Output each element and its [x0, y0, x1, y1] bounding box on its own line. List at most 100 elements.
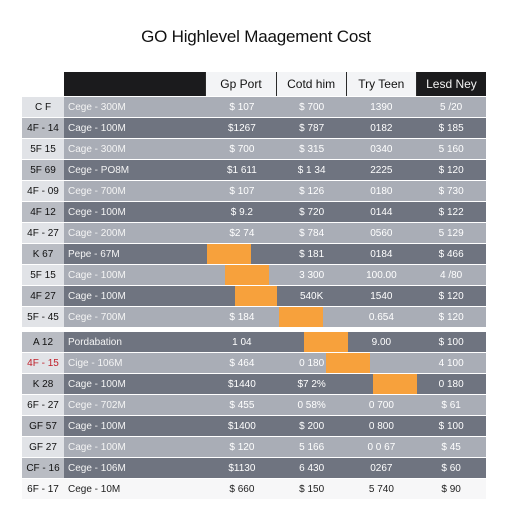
- table-cell[interactable]: $1130: [207, 458, 277, 478]
- row-values: $ 120 5 166 0 0 67 $ 45: [207, 437, 486, 457]
- table-cell[interactable]: $ 61: [416, 395, 486, 415]
- table-cell[interactable]: 540K: [276, 286, 347, 306]
- table-cell[interactable]: $ 700: [207, 139, 277, 159]
- table-cell[interactable]: 0340: [346, 139, 417, 159]
- table-cell[interactable]: 0 700: [346, 395, 417, 415]
- table-cell[interactable]: $ 122: [416, 202, 486, 222]
- table-cell[interactable]: 1390: [346, 97, 417, 117]
- column-header[interactable]: Cotd him: [275, 72, 346, 96]
- table-cell[interactable]: $ 100: [416, 416, 486, 436]
- table-cell[interactable]: 0182: [346, 118, 417, 138]
- table-cell[interactable]: $ 466: [416, 244, 486, 264]
- row-name: Cege - 300M: [64, 97, 207, 117]
- row-id: 4F 12: [22, 202, 64, 222]
- table-row[interactable]: 5F 15 Cage - 100M 3 300 100.00 4 /80: [22, 264, 486, 285]
- table-cell[interactable]: $ 200: [276, 416, 347, 436]
- table-cell[interactable]: 4 /80: [416, 265, 486, 285]
- row-values: $ 464 0 180 4 100: [207, 353, 486, 373]
- table-cell[interactable]: 5 /20: [416, 97, 486, 117]
- table-cell[interactable]: 5 129: [416, 223, 486, 243]
- table-cell[interactable]: 0184: [346, 244, 417, 264]
- table-cell[interactable]: 0 0 67: [346, 437, 417, 457]
- table-cell[interactable]: 0144: [346, 202, 417, 222]
- column-header[interactable]: Gp Port: [205, 72, 276, 96]
- table-row[interactable]: 5F 15 Cage - 300M $ 700 $ 315 0340 5 160: [22, 138, 486, 159]
- table-cell[interactable]: $ 107: [207, 181, 277, 201]
- table-cell[interactable]: $1267: [207, 118, 277, 138]
- row-name: Cage - 100M: [64, 118, 207, 138]
- table-row[interactable]: 4F - 14 Cage - 100M $1267 $ 787 0182 $ 185: [22, 117, 486, 138]
- table-row[interactable]: K 28 Cage - 100M $1440 $7 2% 0 180: [22, 373, 486, 394]
- table-row[interactable]: A 12 Pordabation 1 04 9.00 $ 100: [22, 331, 486, 352]
- table-cell[interactable]: $ 700: [276, 97, 347, 117]
- table-cell[interactable]: 0560: [346, 223, 417, 243]
- table-cell[interactable]: $1 611: [207, 160, 277, 180]
- table-cell[interactable]: $ 464: [207, 353, 277, 373]
- table-row[interactable]: 4F 27 Cage - 100M 540K 1540 $ 120: [22, 285, 486, 306]
- table-cell[interactable]: $ 720: [276, 202, 347, 222]
- table-row[interactable]: GF 27 Cage - 100M $ 120 5 166 0 0 67 $ 45: [22, 436, 486, 457]
- table-cell[interactable]: $ 100: [416, 332, 486, 352]
- table-cell[interactable]: 1 04: [207, 332, 277, 352]
- table-row[interactable]: 4F 12 Cege - 100M $ 9.2 $ 720 0144 $ 122: [22, 201, 486, 222]
- row-id: 5F - 45: [22, 307, 64, 327]
- table-cell[interactable]: 6 430: [276, 458, 347, 478]
- table-cell[interactable]: $ 315: [276, 139, 347, 159]
- table-cell[interactable]: $ 126: [276, 181, 347, 201]
- header-corner: [22, 72, 64, 96]
- table-cell[interactable]: 9.00: [346, 332, 417, 352]
- table-cell[interactable]: $ 787: [276, 118, 347, 138]
- table-cell[interactable]: 100.00: [346, 265, 417, 285]
- table-cell[interactable]: $ 1 34: [276, 160, 347, 180]
- table-cell[interactable]: 4 100: [416, 353, 486, 373]
- table-cell[interactable]: 5 160: [416, 139, 486, 159]
- table-cell[interactable]: $ 107: [207, 97, 277, 117]
- table-cell[interactable]: $ 185: [416, 118, 486, 138]
- table-cell[interactable]: 0 180: [416, 374, 486, 394]
- table-cell[interactable]: 0 58%: [276, 395, 347, 415]
- table-cell[interactable]: $ 120: [207, 437, 277, 457]
- table-cell[interactable]: 0267: [346, 458, 417, 478]
- table-row[interactable]: 4F - 27 Cage - 200M $2 74 $ 784 0560 5 129: [22, 222, 486, 243]
- table-cell[interactable]: $ 730: [416, 181, 486, 201]
- table-cell[interactable]: 0.654: [346, 307, 417, 327]
- table-row[interactable]: 6F - 27 Cege - 702M $ 455 0 58% 0 700 $ 61: [22, 394, 486, 415]
- table-row[interactable]: CF - 16 Cege - 106M $1130 6 430 0267 $ 60: [22, 457, 486, 478]
- table-cell[interactable]: 5 166: [276, 437, 347, 457]
- table-cell[interactable]: $ 181: [276, 244, 347, 264]
- row-values: $1440 $7 2% 0 180: [207, 374, 486, 394]
- table-cell[interactable]: $ 784: [276, 223, 347, 243]
- table-cell[interactable]: 0 800: [346, 416, 417, 436]
- table-row[interactable]: 6F - 17 Cege - 10M $ 660 $ 150 5 740 $ 90: [22, 478, 486, 499]
- table-cell[interactable]: $ 60: [416, 458, 486, 478]
- table-row[interactable]: 5F - 45 Cege - 700M $ 184 0.654 $ 120: [22, 306, 486, 327]
- table-cell[interactable]: $ 120: [416, 307, 486, 327]
- table-cell[interactable]: $1440: [207, 374, 277, 394]
- table-cell[interactable]: $ 45: [416, 437, 486, 457]
- table-cell[interactable]: 1540: [346, 286, 417, 306]
- table-cell[interactable]: 3 300: [276, 265, 347, 285]
- table-row[interactable]: 4F - 09 Cege - 700M $ 107 $ 126 0180 $ 730: [22, 180, 486, 201]
- table-row[interactable]: 4F - 15 Cige - 106M $ 464 0 180 4 100: [22, 352, 486, 373]
- table-cell[interactable]: 0180: [346, 181, 417, 201]
- table-cell[interactable]: $ 455: [207, 395, 277, 415]
- table-cell[interactable]: $ 120: [416, 160, 486, 180]
- table-row[interactable]: GF 57 Cage - 100M $1400 $ 200 0 800 $ 100: [22, 415, 486, 436]
- row-values: $ 455 0 58% 0 700 $ 61: [207, 395, 486, 415]
- table-row[interactable]: C F Cege - 300M $ 107 $ 700 1390 5 /20: [22, 96, 486, 117]
- table-row[interactable]: K 67 Pepe - 67M $ 181 0184 $ 466: [22, 243, 486, 264]
- table-cell[interactable]: $ 120: [416, 286, 486, 306]
- table-cell[interactable]: $ 9.2: [207, 202, 277, 222]
- table-cell[interactable]: 5 740: [346, 479, 417, 499]
- column-header[interactable]: Try Teen: [345, 72, 416, 96]
- table-cell[interactable]: $ 184: [207, 307, 277, 327]
- column-header[interactable]: Lesd Ney: [415, 72, 487, 96]
- table-cell[interactable]: $2 74: [207, 223, 277, 243]
- table-row[interactable]: 5F 69 Cege - PO8M $1 611 $ 1 34 2225 $ 120: [22, 159, 486, 180]
- table-cell[interactable]: $7 2%: [276, 374, 347, 394]
- table-cell[interactable]: 2225: [346, 160, 417, 180]
- table-cell[interactable]: $ 90: [416, 479, 486, 499]
- table-cell[interactable]: $1400: [207, 416, 277, 436]
- table-cell[interactable]: $ 150: [276, 479, 347, 499]
- table-cell[interactable]: $ 660: [207, 479, 277, 499]
